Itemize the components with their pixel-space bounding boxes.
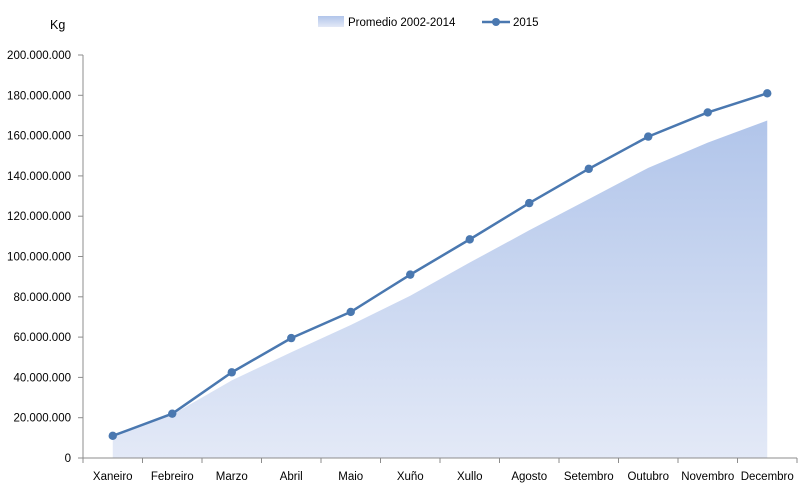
x-tick-label: Xullo [457,471,483,483]
y-tick-label: 140.000.000 [7,171,71,183]
point-2015 [525,198,534,208]
point-2015 [584,164,593,174]
x-tick-label: Marzo [216,471,248,483]
x-tick-label: Xuño [397,471,424,483]
legend: Promedio 2002-2014 2015 [318,16,539,29]
x-tick-label: Abril [280,471,303,483]
y-tick-label: 0 [65,453,71,465]
plot-area [112,120,768,459]
x-tick-label: Maio [338,471,363,483]
y-unit-label: Kg [50,18,65,32]
legend-label-2015: 2015 [513,17,539,29]
y-tick-label: 60.000.000 [13,332,71,344]
point-2015 [644,132,653,141]
point-2015 [287,333,296,343]
y-tick-label: 40.000.000 [13,372,71,384]
x-tick-label: Novembro [681,471,734,483]
y-tick-label: 200.000.000 [7,50,71,62]
point-2015 [763,89,772,98]
x-tick-label: Xaneiro [93,471,133,483]
y-tick-label: 120.000.000 [7,211,71,223]
y-tick-label: 100.000.000 [7,252,71,264]
y-tick-label: 20.000.000 [13,413,71,425]
x-tick-label: Agosto [511,471,547,483]
x-tick-label: Outubro [627,471,669,483]
legend-label-promedio: Promedio 2002-2014 [348,17,456,29]
legend-swatch-area [318,16,344,27]
x-tick-label: Decembro [741,471,794,483]
point-2015 [346,307,355,317]
point-2015 [406,270,415,279]
series-2015 [108,89,772,441]
y-tick-label: 80.000.000 [13,292,71,304]
point-2015 [227,368,236,377]
point-2015 [168,409,177,418]
point-2015 [703,108,712,117]
tick-labels: 0 20.000.000 40.000.000 60.000.000 80.000.00… [7,50,794,483]
legend-swatch-marker [492,18,500,26]
x-tick-label: Febreiro [151,471,194,483]
point-2015 [108,431,117,441]
y-tick-label: 160.000.000 [7,131,71,143]
line-2015 [112,92,768,438]
x-tick-label: Setembro [564,471,614,483]
y-tick-label: 180.000.000 [7,90,71,102]
point-2015 [465,235,474,244]
area-promedio-2002-2014 [112,120,768,459]
axes [78,54,798,463]
